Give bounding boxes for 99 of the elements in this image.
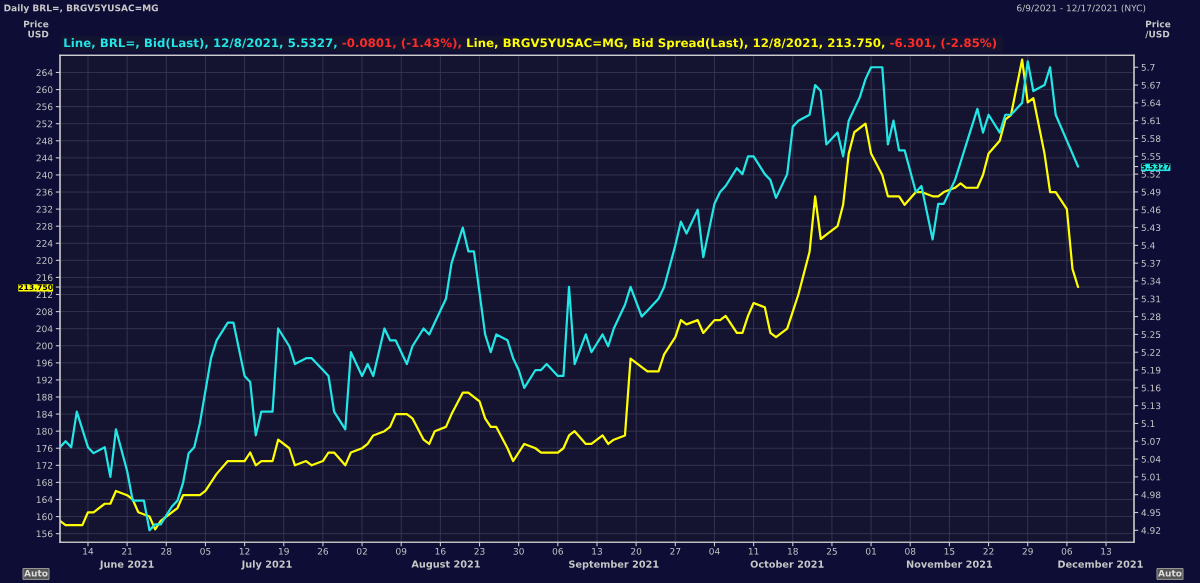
y-tick-label: 212 — [36, 291, 53, 298]
x-tick-label: 02 — [356, 547, 367, 555]
x2-tick-label: July 2021 — [241, 560, 292, 570]
y-tick-label: 228 — [36, 222, 53, 230]
y2-tick-label: 5.01 — [1141, 473, 1161, 481]
y2-tick-label: 5.49 — [1141, 188, 1161, 196]
y-tick-label: 256 — [36, 103, 53, 111]
x-tick-label: 21 — [122, 547, 133, 555]
y2-tick-label: 5.16 — [1141, 384, 1161, 392]
chart-title: Daily BRL=, BRGV5YUSAC=MG — [4, 4, 158, 14]
x2-tick-label: September 2021 — [569, 560, 659, 570]
y-tick-label: 260 — [36, 86, 53, 94]
y2-tick-label: 5.34 — [1141, 277, 1161, 285]
text: Line, BRGV5YUSAC=MG, Bid Spread(Last), 12/8/2021, 213.750, — [467, 38, 885, 50]
y-tick-label: 184 — [36, 410, 53, 418]
y-tick-label: 204 — [36, 325, 53, 333]
x-tick-label: 28 — [161, 547, 172, 555]
y2-tick-label: 5.28 — [1141, 313, 1161, 321]
x-tick-label: 06 — [552, 547, 564, 555]
x-tick-label: 01 — [865, 547, 876, 555]
y2-tick-label: 5.04 — [1141, 455, 1161, 463]
y2-tick-label: 5.31 — [1141, 295, 1161, 303]
chart-subtitle: 6/9/2021 - 12/17/2021 (NYC) — [1017, 4, 1146, 13]
x2-tick-label: December 2021 — [1058, 560, 1143, 568]
x2-tick-label: October 2021 — [750, 560, 824, 568]
x-tick-label: 05 — [200, 547, 211, 555]
x-tick-label: 20 — [631, 547, 642, 555]
x-tick-label: 06 — [1061, 547, 1073, 555]
text: Auto — [1158, 569, 1182, 577]
y2-tick-label: 4.92 — [1141, 527, 1161, 534]
x-tick-label: 30 — [513, 547, 524, 555]
y2-tick-label: 5.1 — [1141, 420, 1155, 428]
y2-tick-label: 5.46 — [1141, 206, 1161, 214]
x-tick-label: 08 — [905, 547, 916, 555]
y-tick-label: 180 — [36, 427, 53, 435]
x-tick-label: 16 — [435, 547, 446, 555]
y2-tick-label: 5.25 — [1141, 331, 1161, 338]
y-tick-label: 196 — [36, 359, 53, 367]
y2-tick-label: 5.22 — [1141, 348, 1161, 356]
y2-tick-label: 5.64 — [1141, 99, 1161, 107]
y-tick-label: 172 — [36, 462, 53, 469]
y-tick-label: 220 — [36, 257, 53, 264]
x-tick-label: 15 — [944, 548, 955, 555]
y-tick-label: 192 — [36, 376, 53, 384]
y-tick-label: 156 — [36, 530, 53, 538]
y-tick-label: 200 — [36, 342, 53, 350]
text: -0.0801, (-1.43%), — [342, 38, 461, 49]
x2-tick-label: August 2021 — [411, 560, 480, 570]
y-tick-label: 248 — [36, 137, 53, 145]
y-tick-label: 244 — [36, 154, 53, 162]
x-tick-label: 25 — [826, 547, 837, 555]
y2-tick-label: 5.61 — [1141, 117, 1161, 125]
y-tick-label: 168 — [36, 479, 53, 486]
y-axis-title: Price USD — [24, 20, 49, 38]
x2-tick-label: November 2021 — [906, 560, 993, 568]
x-tick-label: 09 — [396, 547, 407, 555]
x-tick-label: 27 — [670, 547, 681, 555]
y-tick-label: 216 — [36, 274, 53, 281]
y2-tick-label: 5.37 — [1141, 259, 1161, 267]
x-tick-label: 11 — [748, 548, 759, 555]
y2-tick-label: 5.52 — [1141, 170, 1161, 178]
y2-tick-label: 5.67 — [1141, 81, 1161, 89]
y-tick-label: 240 — [36, 171, 53, 179]
x-tick-label: 23 — [474, 547, 485, 555]
y2-tick-label: 5.55 — [1141, 153, 1161, 160]
x2-tick-label: June 2021 — [99, 560, 154, 570]
x-tick-label: 19 — [279, 547, 289, 555]
x-tick-label: 29 — [1022, 547, 1033, 555]
y2-tick-label: 5.43 — [1141, 224, 1161, 232]
y-tick-label: 224 — [36, 240, 53, 247]
x-tick-label: 18 — [788, 547, 798, 555]
x-tick-label: 12 — [239, 547, 250, 555]
y-tick-label: 160 — [36, 513, 53, 521]
y-tick-label: 236 — [36, 188, 53, 196]
y2-tick-label: 5.13 — [1141, 402, 1161, 410]
y2-tick-label: 5.4 — [1141, 242, 1155, 249]
text: Line, BRL=, Bid(Last), 12/8/2021, 5.5327, — [64, 38, 337, 49]
text: -6.301, (-2.85%) — [890, 38, 997, 49]
text: Auto — [24, 569, 48, 577]
x-tick-label: 13 — [592, 547, 603, 555]
y2-tick-label: 5.07 — [1141, 438, 1161, 445]
y2-tick-label: 4.95 — [1141, 509, 1161, 517]
x-tick-label: 13 — [1101, 547, 1112, 555]
y-tick-label: 188 — [36, 393, 53, 401]
x-tick-label: 26 — [317, 547, 329, 555]
y-tick-label: 208 — [36, 308, 53, 316]
y2-tick-label: 5.58 — [1141, 135, 1161, 143]
y-tick-label: 164 — [36, 496, 53, 504]
y2-tick-label: 5.19 — [1141, 366, 1161, 374]
y-tick-label: 176 — [36, 444, 53, 452]
y2-tick-label: 4.98 — [1141, 491, 1161, 499]
x-tick-label: 22 — [983, 547, 994, 555]
y-tick-label: 252 — [36, 120, 53, 128]
y-tick-label: 264 — [36, 69, 53, 77]
y2-axis-title: Price /USD — [1145, 20, 1171, 39]
y2-tick-label: 5.7 — [1141, 64, 1155, 71]
y-tick-label: 232 — [36, 205, 53, 213]
x-tick-label: 14 — [83, 548, 94, 555]
x-tick-label: 04 — [709, 547, 720, 555]
